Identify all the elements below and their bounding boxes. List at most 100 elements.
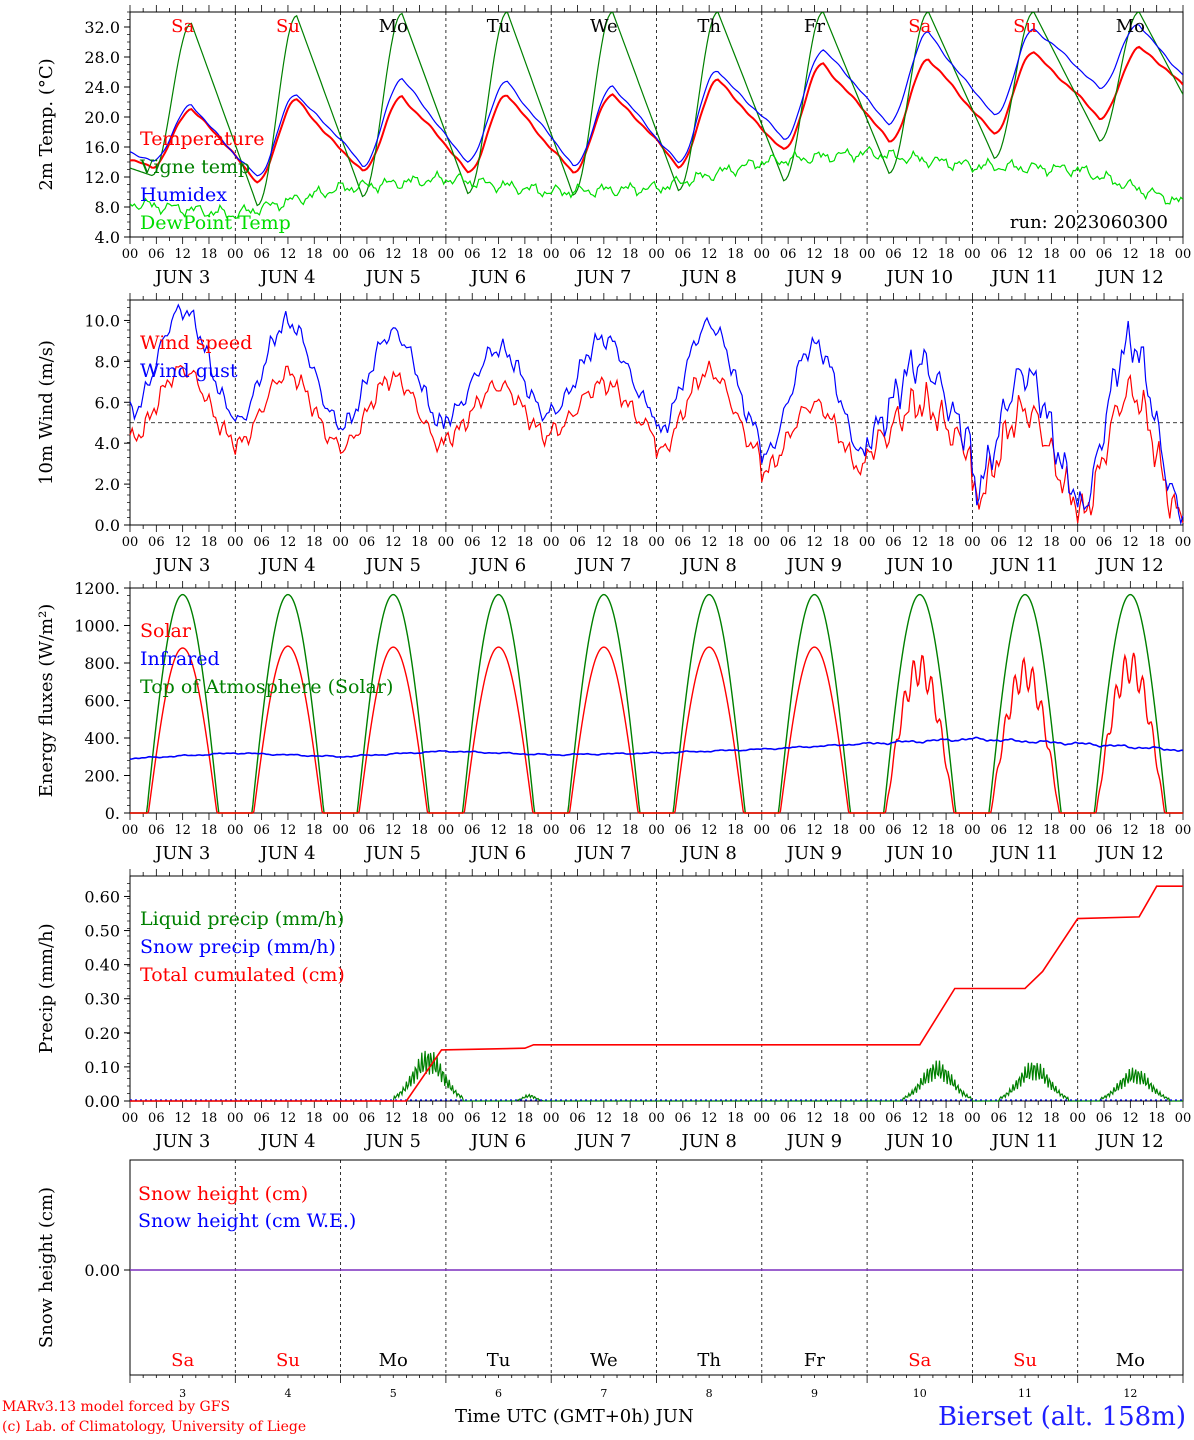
hour-label: 00 bbox=[754, 823, 771, 838]
hour-label: 00 bbox=[227, 247, 244, 262]
date-label: JUN 5 bbox=[364, 555, 421, 576]
date-label: JUN 8 bbox=[679, 843, 736, 864]
hour-label: 18 bbox=[201, 535, 218, 550]
hour-label: 12 bbox=[701, 535, 718, 550]
hour-label: 12 bbox=[806, 823, 823, 838]
date-label: JUN 7 bbox=[574, 555, 631, 576]
weekday-label-bottom: Tu bbox=[487, 1350, 511, 1371]
hour-label: 00 bbox=[1175, 247, 1192, 262]
legend-dewpoint-temp: DewPoint Temp bbox=[140, 212, 291, 234]
hour-label: 12 bbox=[385, 535, 402, 550]
hour-label: 00 bbox=[332, 1111, 349, 1126]
date-label: JUN 8 bbox=[679, 555, 736, 576]
date-number: 9 bbox=[811, 1387, 818, 1400]
hour-label: 18 bbox=[411, 1111, 428, 1126]
date-label: JUN 3 bbox=[153, 1131, 210, 1152]
legend-wind-speed: Wind speed bbox=[140, 332, 252, 354]
hour-label: 00 bbox=[859, 535, 876, 550]
y-tick-label: 2.0 bbox=[95, 475, 120, 494]
y-axis-label: Snow height (cm) bbox=[36, 1187, 57, 1348]
hour-label: 06 bbox=[990, 247, 1007, 262]
hour-label: 00 bbox=[1175, 823, 1192, 838]
hour-label: 12 bbox=[701, 247, 718, 262]
hour-label: 06 bbox=[148, 823, 165, 838]
date-label: JUN 11 bbox=[990, 267, 1059, 288]
hour-label: 12 bbox=[1122, 823, 1139, 838]
hour-label: 00 bbox=[964, 823, 981, 838]
hour-label: 12 bbox=[701, 1111, 718, 1126]
hour-label: 00 bbox=[648, 535, 665, 550]
hour-label: 18 bbox=[622, 535, 639, 550]
hour-label: 12 bbox=[596, 247, 613, 262]
hour-label: 06 bbox=[780, 247, 797, 262]
hour-label: 00 bbox=[227, 823, 244, 838]
legend-total-cumulated-cm-: Total cumulated (cm) bbox=[140, 964, 345, 986]
weekday-label-bottom: Sa bbox=[908, 1350, 931, 1371]
x-axis-title: Time UTC (GMT+0h) JUN bbox=[455, 1406, 694, 1427]
hour-label: 06 bbox=[359, 1111, 376, 1126]
date-label: JUN 4 bbox=[258, 267, 315, 288]
hour-label: 06 bbox=[1096, 1111, 1113, 1126]
date-label: JUN 9 bbox=[785, 267, 842, 288]
hour-label: 06 bbox=[464, 1111, 481, 1126]
legend-snow-precip-mm-h-: Snow precip (mm/h) bbox=[140, 936, 336, 958]
y-tick-label: 28.0 bbox=[84, 48, 120, 67]
hour-label: 12 bbox=[174, 535, 191, 550]
hour-label: 12 bbox=[806, 247, 823, 262]
hour-label: 06 bbox=[990, 1111, 1007, 1126]
hour-label: 18 bbox=[517, 535, 534, 550]
hour-label: 12 bbox=[385, 247, 402, 262]
date-label: JUN 10 bbox=[884, 1131, 953, 1152]
hour-label: 12 bbox=[1122, 1111, 1139, 1126]
hour-label: 06 bbox=[1096, 247, 1113, 262]
weekday-label-top: Mo bbox=[379, 16, 408, 37]
legend-solar: Solar bbox=[140, 620, 192, 642]
legend-snow-height-cm-: Snow height (cm) bbox=[138, 1183, 308, 1205]
hour-label: 00 bbox=[648, 823, 665, 838]
hour-label: 06 bbox=[990, 535, 1007, 550]
hour-label: 18 bbox=[411, 535, 428, 550]
hour-label: 18 bbox=[306, 1111, 323, 1126]
hour-label: 12 bbox=[490, 823, 507, 838]
weekday-label-bottom: Su bbox=[276, 1350, 300, 1371]
date-label: JUN 6 bbox=[469, 843, 526, 864]
date-label: JUN 3 bbox=[153, 555, 210, 576]
hour-label: 06 bbox=[569, 1111, 586, 1126]
y-tick-label: 600. bbox=[84, 692, 120, 711]
hour-label: 00 bbox=[122, 823, 139, 838]
hour-label: 18 bbox=[833, 535, 850, 550]
y-tick-label: 400. bbox=[84, 729, 120, 748]
hour-label: 06 bbox=[885, 823, 902, 838]
hour-label: 12 bbox=[280, 247, 297, 262]
date-label: JUN 12 bbox=[1095, 555, 1164, 576]
hour-label: 06 bbox=[253, 823, 270, 838]
hour-label: 06 bbox=[148, 1111, 165, 1126]
hour-label: 12 bbox=[596, 823, 613, 838]
hour-label: 06 bbox=[148, 247, 165, 262]
date-number: 7 bbox=[600, 1387, 607, 1400]
hour-label: 00 bbox=[438, 247, 455, 262]
panel-5: 0.00Snow height (cm) Snow height (cm)Snow… bbox=[36, 1160, 1183, 1400]
hour-label: 06 bbox=[464, 247, 481, 262]
hour-label: 18 bbox=[1148, 535, 1165, 550]
station-label: Bierset (alt. 158m) bbox=[938, 1402, 1186, 1432]
weekday-label-top: Sa bbox=[908, 16, 931, 37]
weekday-label-top: Th bbox=[697, 16, 721, 37]
hour-label: 12 bbox=[490, 247, 507, 262]
hour-label: 18 bbox=[411, 823, 428, 838]
hour-label: 06 bbox=[675, 823, 692, 838]
y-tick-label: 12.0 bbox=[84, 168, 120, 187]
hour-label: 06 bbox=[675, 535, 692, 550]
y-tick-label: 1000. bbox=[74, 617, 120, 636]
date-number: 10 bbox=[913, 1387, 927, 1400]
date-label: JUN 7 bbox=[574, 1131, 631, 1152]
hour-label: 00 bbox=[964, 535, 981, 550]
hour-label: 12 bbox=[596, 1111, 613, 1126]
y-axis-label: 10m Wind (m/s) bbox=[36, 340, 57, 485]
date-label: JUN 7 bbox=[574, 843, 631, 864]
hour-label: 12 bbox=[1122, 247, 1139, 262]
date-label: JUN 11 bbox=[990, 1131, 1059, 1152]
hour-label: 00 bbox=[1175, 1111, 1192, 1126]
y-tick-label: 10.0 bbox=[84, 311, 120, 330]
y-tick-label: 0.20 bbox=[84, 1024, 120, 1043]
